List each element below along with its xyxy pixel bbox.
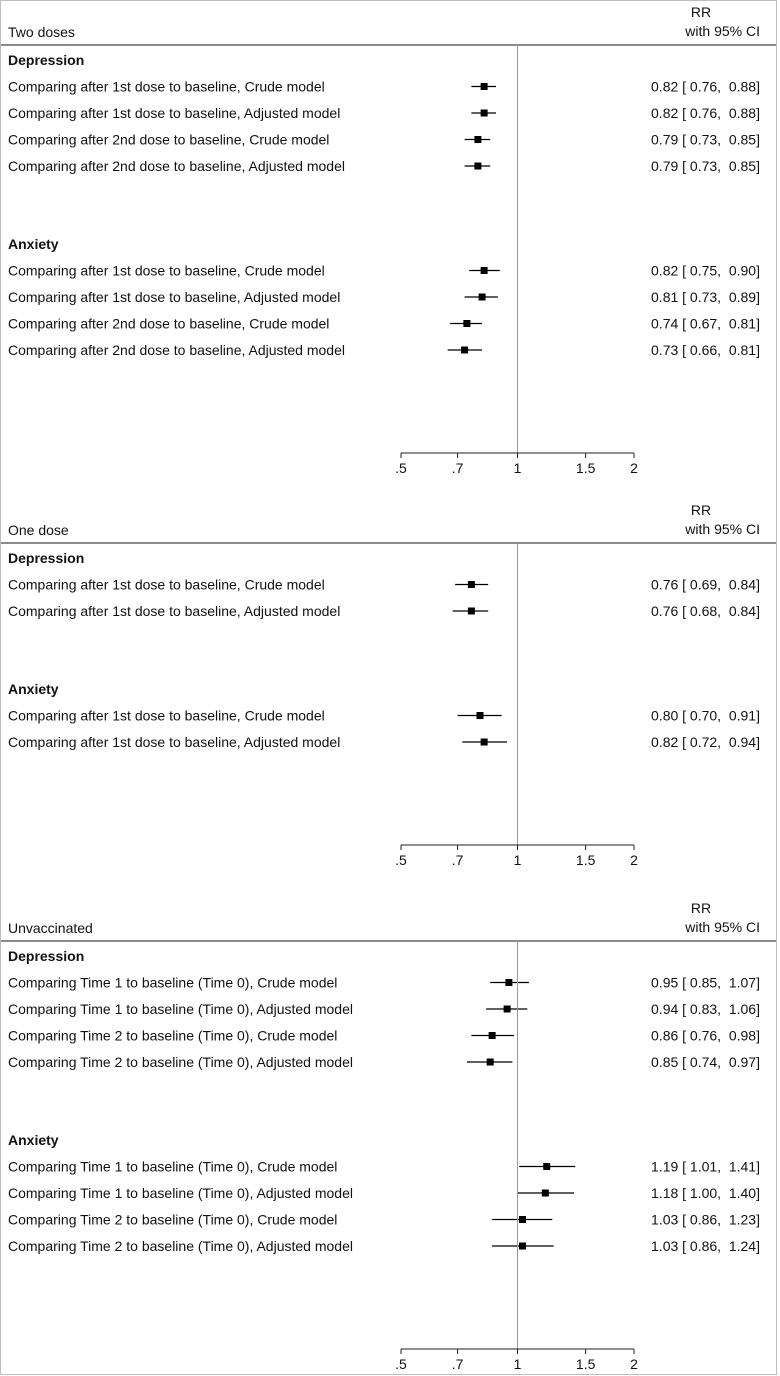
point-estimate (461, 346, 469, 354)
row-label: Comparing Time 1 to baseline (Time 0), C… (8, 1159, 337, 1175)
row-label: Comparing after 2nd dose to baseline, Cr… (8, 316, 329, 332)
section-title: Depression (8, 52, 84, 68)
value-label: 0.82 [ 0.72, 0.94] (651, 734, 760, 750)
column-header: with 95% CI (684, 521, 760, 537)
point-estimate (467, 607, 475, 615)
panel-title: One dose (8, 522, 69, 538)
row-label: Comparing Time 2 to baseline (Time 0), C… (8, 1212, 337, 1228)
row-label: Comparing after 1st dose to baseline, Ad… (8, 289, 340, 305)
section-title: Anxiety (8, 681, 59, 697)
x-tick-label: .7 (452, 852, 464, 868)
row-label: Comparing Time 1 to baseline (Time 0), C… (8, 975, 337, 991)
point-estimate (474, 136, 482, 143)
point-estimate (518, 1242, 526, 1250)
value-label: 0.82 [ 0.76, 0.88] (651, 79, 760, 95)
x-tick-label: .5 (395, 460, 407, 476)
value-label: 1.03 [ 0.86, 1.23] (651, 1212, 760, 1228)
section-title: Anxiety (8, 1132, 59, 1148)
x-tick-label: 1.5 (576, 1356, 596, 1372)
point-estimate (505, 979, 513, 986)
x-tick-label: .7 (452, 1356, 464, 1372)
section-title: Depression (8, 550, 84, 566)
value-label: 0.94 [ 0.83, 1.06] (651, 1001, 760, 1017)
x-tick-label: 2 (630, 852, 638, 868)
point-estimate (478, 293, 486, 301)
x-tick-label: 1 (514, 852, 522, 868)
point-estimate (476, 712, 484, 719)
column-header: RR (691, 4, 711, 20)
point-estimate (488, 1032, 496, 1039)
value-label: 0.81 [ 0.73, 0.89] (651, 289, 760, 305)
row-label: Comparing Time 2 to baseline (Time 0), A… (8, 1238, 353, 1254)
section-title: Depression (8, 948, 84, 964)
row-label: Comparing after 1st dose to baseline, Cr… (8, 577, 325, 593)
x-tick-label: .7 (452, 460, 464, 476)
point-estimate (503, 1005, 511, 1013)
value-label: 1.03 [ 0.86, 1.24] (651, 1238, 760, 1254)
row-label: Comparing Time 1 to baseline (Time 0), A… (8, 1185, 353, 1201)
x-tick-label: .5 (395, 852, 407, 868)
point-estimate (480, 109, 488, 117)
x-tick-label: .5 (395, 1356, 407, 1372)
value-label: 0.79 [ 0.73, 0.85] (651, 132, 760, 148)
row-label: Comparing after 1st dose to baseline, Cr… (8, 708, 325, 724)
point-estimate (463, 320, 471, 327)
row-label: Comparing after 2nd dose to baseline, Ad… (8, 342, 345, 358)
row-label: Comparing after 1st dose to baseline, Ad… (8, 603, 340, 619)
value-label: 0.76 [ 0.69, 0.84] (651, 577, 760, 593)
x-tick-label: 1.5 (576, 460, 596, 476)
point-estimate (474, 162, 482, 170)
value-label: 0.74 [ 0.67, 0.81] (651, 316, 760, 332)
point-estimate (480, 267, 488, 274)
value-label: 0.76 [ 0.68, 0.84] (651, 603, 760, 619)
row-label: Comparing Time 2 to baseline (Time 0), A… (8, 1054, 353, 1070)
point-estimate (480, 83, 488, 90)
point-estimate (486, 1058, 494, 1066)
value-label: 0.82 [ 0.75, 0.90] (651, 263, 760, 279)
value-label: 1.19 [ 1.01, 1.41] (651, 1159, 760, 1175)
column-header: RR (691, 502, 711, 518)
value-label: 0.82 [ 0.76, 0.88] (651, 105, 760, 121)
value-label: 0.80 [ 0.70, 0.91] (651, 708, 760, 724)
point-estimate (541, 1189, 549, 1197)
column-header: with 95% CI (684, 919, 760, 935)
value-label: 1.18 [ 1.00, 1.40] (651, 1185, 760, 1201)
row-label: Comparing after 1st dose to baseline, Cr… (8, 79, 325, 95)
row-label: Comparing after 1st dose to baseline, Ad… (8, 105, 340, 121)
x-tick-label: 1 (514, 1356, 522, 1372)
point-estimate (543, 1163, 551, 1170)
row-label: Comparing after 1st dose to baseline, Ad… (8, 734, 340, 750)
x-tick-label: 1.5 (576, 852, 596, 868)
x-tick-label: 1 (514, 460, 522, 476)
value-label: 0.85 [ 0.74, 0.97] (651, 1054, 760, 1070)
value-label: 0.95 [ 0.85, 1.07] (651, 975, 760, 991)
row-label: Comparing Time 1 to baseline (Time 0), A… (8, 1001, 353, 1017)
column-header: with 95% CI (684, 23, 760, 39)
point-estimate (518, 1216, 526, 1223)
row-label: Comparing after 2nd dose to baseline, Cr… (8, 132, 329, 148)
value-label: 0.79 [ 0.73, 0.85] (651, 158, 760, 174)
row-label: Comparing Time 2 to baseline (Time 0), C… (8, 1028, 337, 1044)
panel-title: Unvaccinated (8, 920, 93, 936)
point-estimate (480, 738, 488, 746)
value-label: 0.86 [ 0.76, 0.98] (651, 1028, 760, 1044)
row-label: Comparing after 1st dose to baseline, Cr… (8, 263, 325, 279)
x-tick-label: 2 (630, 1356, 638, 1372)
point-estimate (467, 581, 475, 588)
column-header: RR (691, 900, 711, 916)
row-label: Comparing after 2nd dose to baseline, Ad… (8, 158, 345, 174)
value-label: 0.73 [ 0.66, 0.81] (651, 342, 760, 358)
section-title: Anxiety (8, 236, 59, 252)
x-tick-label: 2 (630, 460, 638, 476)
panel-title: Two doses (8, 24, 75, 40)
